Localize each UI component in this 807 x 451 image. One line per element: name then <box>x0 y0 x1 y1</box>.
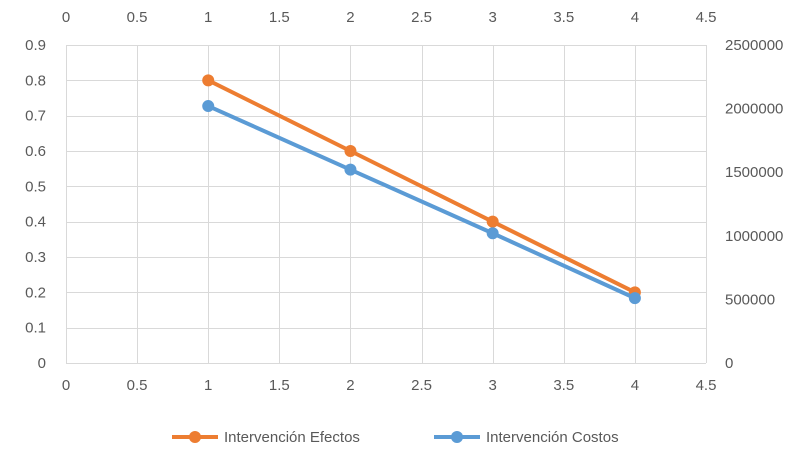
x-tick-label-top: 2 <box>346 9 354 26</box>
y-tick-label-left: 0.9 <box>25 37 46 54</box>
x-tick-label-top: 4.5 <box>696 9 717 26</box>
x-tick-label-bottom: 0 <box>62 377 70 394</box>
x-tick-label-bottom: 4 <box>631 377 639 394</box>
y-tick-label-right: 2500000 <box>725 37 783 54</box>
x-tick-label-top: 0 <box>62 9 70 26</box>
legend-label: Intervención Efectos <box>224 429 360 446</box>
x-tick-label-bottom: 4.5 <box>696 377 717 394</box>
data-point-2 <box>344 163 357 176</box>
y-tick-label-left: 0.7 <box>25 108 46 125</box>
x-tick-label-top: 4 <box>631 9 639 26</box>
data-point-2 <box>202 100 215 113</box>
series-line-2 <box>206 104 637 301</box>
x-tick-label-top: 3.5 <box>553 9 574 26</box>
y-tick-label-left: 0 <box>38 355 46 372</box>
gridlines <box>66 45 707 364</box>
data-point-1 <box>344 145 357 157</box>
y-tick-label-right: 1500000 <box>725 164 783 181</box>
x-tick-label-bottom: 2 <box>346 377 354 394</box>
y-tick-label-left: 0.6 <box>25 143 46 160</box>
y-tick-label-right: 500000 <box>725 291 775 308</box>
data-point-2 <box>628 292 641 305</box>
legend: Intervención Efectos Intervención Costos <box>172 429 619 446</box>
y-tick-label-right: 2000000 <box>725 101 783 118</box>
x-tick-label-top: 3 <box>488 9 496 26</box>
y-tick-label-right: 0 <box>725 355 733 372</box>
data-series <box>202 74 641 305</box>
y-tick-label-left: 0.8 <box>25 72 46 89</box>
legend-swatch-marker <box>451 431 463 443</box>
x-tick-label-top: 0.5 <box>127 9 148 26</box>
x-tick-label-bottom: 0.5 <box>127 377 148 394</box>
y-tick-label-right: 1000000 <box>725 228 783 245</box>
data-point-1 <box>486 215 499 228</box>
legend-label: Intervención Costos <box>486 429 619 446</box>
data-point-1 <box>202 74 215 87</box>
legend-swatch-marker <box>189 431 201 443</box>
y-tick-label-left: 0.1 <box>25 320 46 337</box>
series-line-1 <box>206 78 637 295</box>
x-tick-label-bottom: 1 <box>204 377 212 394</box>
data-point-2 <box>486 227 499 240</box>
y-tick-label-left: 0.3 <box>25 249 46 266</box>
x-tick-label-bottom: 3 <box>488 377 496 394</box>
y-tick-label-left: 0.4 <box>25 214 46 231</box>
y-tick-label-left: 0.5 <box>25 178 46 195</box>
x-tick-label-bottom: 2.5 <box>411 377 432 394</box>
x-tick-label-bottom: 3.5 <box>553 377 574 394</box>
axis-tick-labels: 0 0.5 1 1.5 2 2.5 3 3.5 4 4.5 0 0.5 1 1.5 2 2.5 3 3.5 4 4.5… <box>25 9 783 394</box>
x-tick-label-top: 1 <box>204 9 212 26</box>
x-tick-label-bottom: 1.5 <box>269 377 290 394</box>
x-tick-label-top: 1.5 <box>269 9 290 26</box>
x-tick-label-top: 2.5 <box>411 9 432 26</box>
y-tick-label-left: 0.2 <box>25 284 46 301</box>
